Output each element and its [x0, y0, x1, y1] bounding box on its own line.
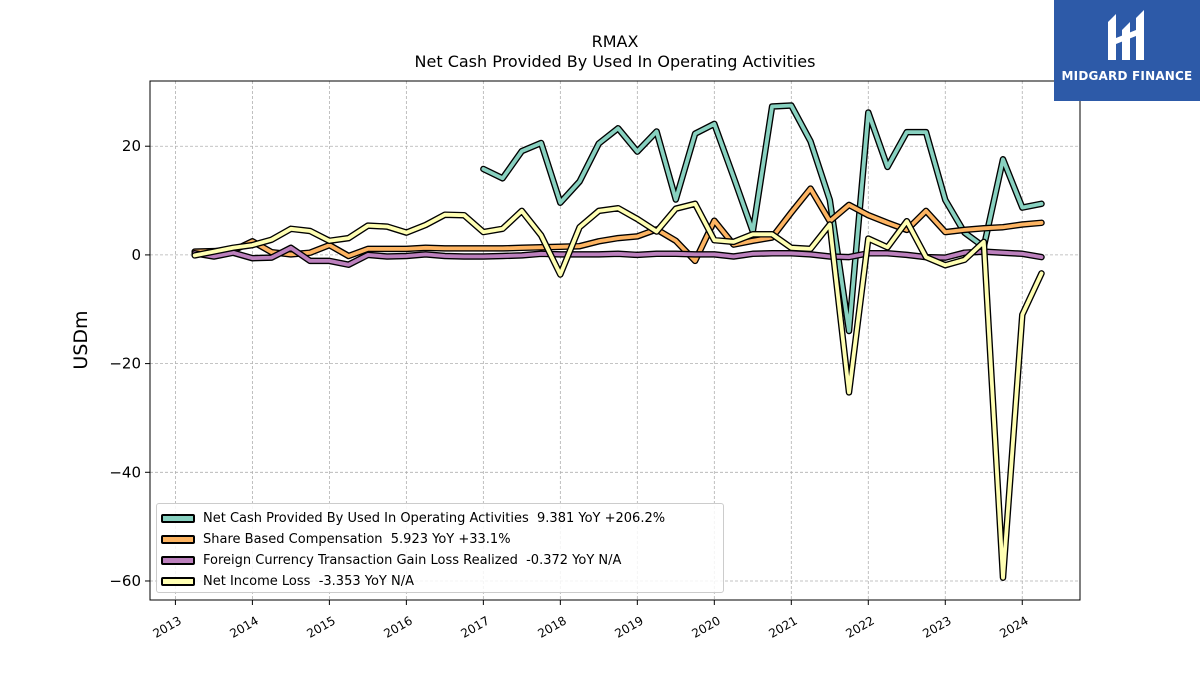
legend-item: Share Based Compensation 5.923 YoY +33.1… — [157, 529, 723, 550]
plot-frame — [149, 80, 1081, 601]
logo-text: MIDGARD FINANCE — [1061, 69, 1193, 83]
chart-legend: Net Cash Provided By Used In Operating A… — [156, 503, 724, 593]
chart-subtitle: Net Cash Provided By Used In Operating A… — [414, 52, 816, 71]
legend-item: Net Income Loss -3.353 YoY N/A — [157, 571, 723, 592]
series-line — [191, 185, 1045, 265]
legend-swatch — [161, 556, 195, 565]
legend-item: Net Cash Provided By Used In Operating A… — [157, 508, 723, 529]
chart-title: RMAX — [591, 32, 639, 51]
y-tick-label: −40 — [109, 463, 141, 481]
x-tick-label: 2023 — [920, 613, 953, 640]
series-line — [480, 102, 1045, 335]
legend-label: Foreign Currency Transaction Gain Loss R… — [203, 553, 622, 568]
series-line — [191, 244, 1045, 268]
x-tick-label: 2021 — [766, 613, 799, 640]
legend-label: Net Income Loss -3.353 YoY N/A — [203, 574, 414, 589]
x-tick-label: 2022 — [843, 613, 876, 640]
legend-swatch — [161, 514, 195, 523]
x-tick-label: 2015 — [304, 613, 337, 640]
legend-label: Share Based Compensation 5.923 YoY +33.1… — [203, 532, 511, 547]
x-tick-label: 2017 — [458, 613, 491, 640]
x-tick-label: 2020 — [689, 613, 722, 640]
legend-swatch — [161, 535, 195, 544]
series-line-stroke — [192, 201, 1044, 580]
legend-item: Foreign Currency Transaction Gain Loss R… — [157, 550, 723, 571]
legend-swatch — [161, 577, 195, 586]
x-tick-label: 2019 — [612, 613, 645, 640]
y-tick-label: 20 — [122, 137, 141, 155]
x-tick-label: 2024 — [997, 613, 1030, 640]
y-tick-label: −60 — [109, 572, 141, 590]
series-line-stroke — [192, 245, 1044, 267]
x-tick-label: 2013 — [150, 613, 183, 640]
x-tick-label: 2018 — [535, 613, 568, 640]
series-line-stroke — [192, 186, 1044, 263]
legend-label: Net Cash Provided By Used In Operating A… — [203, 511, 666, 526]
y-tick-label: 0 — [131, 246, 141, 264]
logo-mark-icon — [1108, 10, 1144, 60]
y-tick-label: −20 — [109, 355, 141, 373]
series-lines — [191, 102, 1045, 581]
x-tick-label: 2016 — [381, 613, 414, 640]
series-line — [191, 200, 1045, 581]
y-axis-label: USDm — [70, 310, 92, 369]
brand-logo: MIDGARD FINANCE — [1054, 0, 1200, 101]
series-line-stroke — [481, 103, 1044, 333]
x-tick-label: 2014 — [227, 613, 260, 640]
